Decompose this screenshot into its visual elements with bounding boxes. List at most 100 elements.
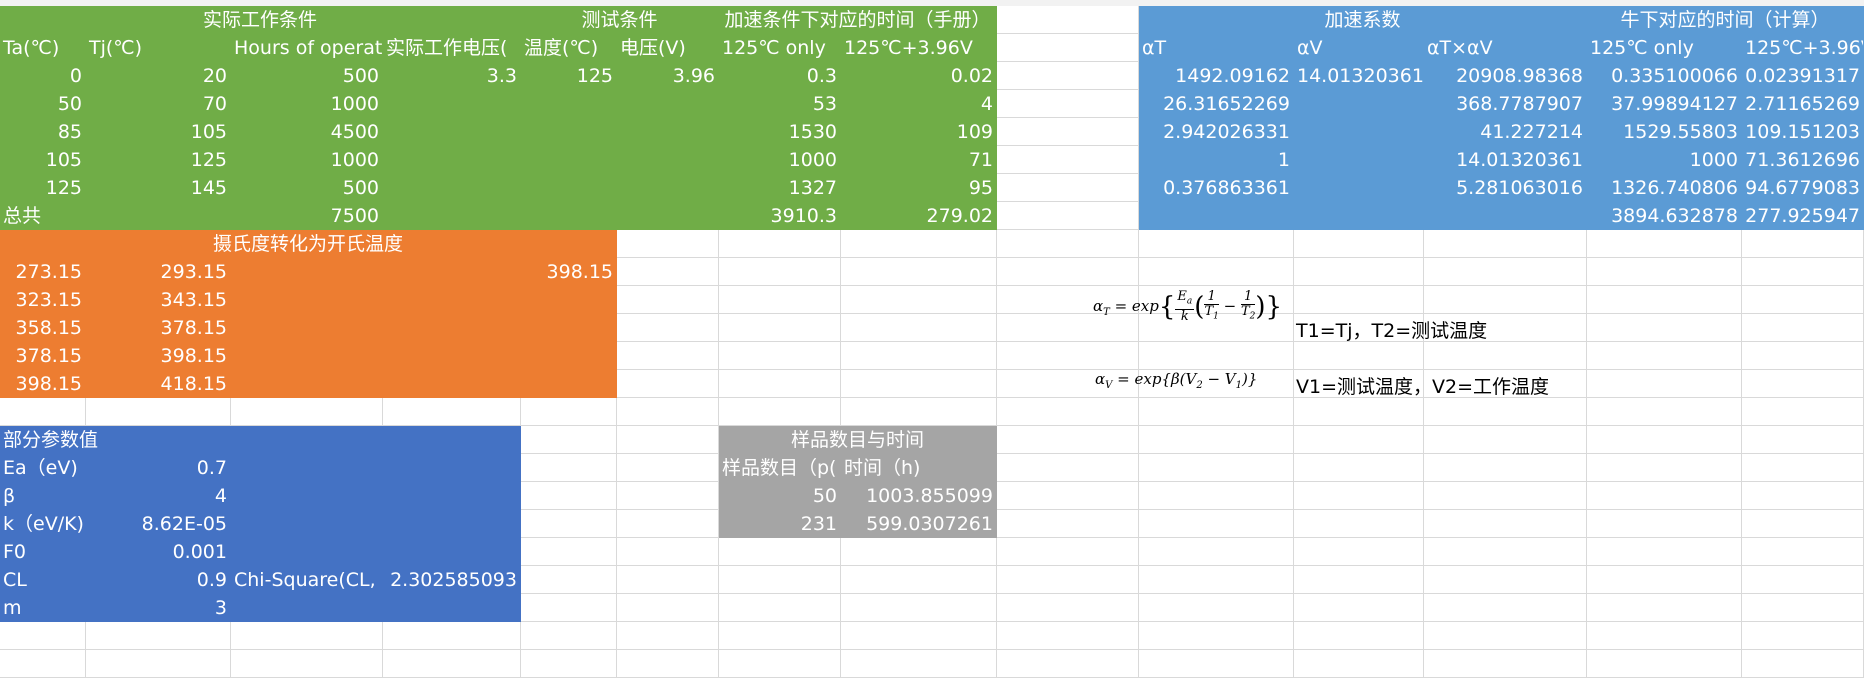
green-col-header[interactable]: 实际工作电压( (383, 34, 521, 62)
sheet-cell[interactable] (1742, 258, 1864, 286)
green-col-header[interactable]: Tj(℃) (86, 34, 231, 62)
sample-data-cell[interactable]: 231 (719, 510, 841, 538)
sheet-cell[interactable] (0, 398, 86, 426)
blue-data-cell[interactable]: 71.3612696 (1742, 146, 1864, 174)
sheet-cell[interactable] (1424, 510, 1587, 538)
sheet-cell[interactable] (1139, 426, 1294, 454)
green-data-cell[interactable] (521, 202, 617, 230)
sheet-cell[interactable] (1294, 286, 1424, 314)
sheet-cell[interactable] (1139, 594, 1294, 622)
sheet-cell[interactable] (1742, 510, 1864, 538)
sheet-cell[interactable] (841, 650, 997, 678)
blue-data-cell[interactable]: 0.335100066 (1587, 62, 1742, 90)
sheet-cell[interactable] (1424, 454, 1587, 482)
green-data-cell[interactable]: 500 (231, 62, 383, 90)
orange-data-cell[interactable]: 273.15 (0, 258, 86, 286)
sheet-cell[interactable] (1294, 510, 1424, 538)
sheet-cell[interactable] (997, 342, 1139, 370)
sheet-cell[interactable] (1424, 370, 1587, 398)
green-data-cell[interactable] (383, 118, 521, 146)
sheet-cell[interactable] (997, 398, 1139, 426)
green-data-cell[interactable] (521, 118, 617, 146)
blue-data-cell[interactable]: 3894.632878 (1587, 202, 1742, 230)
sheet-cell[interactable] (617, 650, 719, 678)
blue-data-cell[interactable]: 1000 (1587, 146, 1742, 174)
sheet-cell[interactable] (1587, 398, 1742, 426)
sheet-cell[interactable] (997, 370, 1139, 398)
sheet-cell[interactable] (383, 426, 521, 454)
sheet-cell[interactable] (1139, 622, 1294, 650)
sheet-cell[interactable] (719, 286, 841, 314)
green-data-cell[interactable]: 3.96 (617, 62, 719, 90)
sheet-cell[interactable] (1424, 482, 1587, 510)
params-value[interactable]: 0.7 (86, 454, 231, 482)
sheet-cell[interactable] (1139, 314, 1294, 342)
sheet-cell[interactable] (231, 258, 383, 286)
sheet-cell[interactable] (841, 594, 997, 622)
sheet-cell[interactable] (521, 342, 617, 370)
params-extra-value[interactable] (383, 482, 521, 510)
green-col-header[interactable]: 125℃ only (719, 34, 841, 62)
green-data-cell[interactable]: 1000 (231, 90, 383, 118)
sheet-cell[interactable] (617, 398, 719, 426)
sheet-cell[interactable] (719, 230, 841, 258)
sheet-cell[interactable] (521, 594, 617, 622)
green-data-cell[interactable] (383, 174, 521, 202)
sheet-cell[interactable] (1424, 566, 1587, 594)
params-label[interactable]: k（eV/K) (0, 510, 86, 538)
sheet-cell[interactable] (997, 174, 1139, 202)
sheet-cell[interactable] (719, 258, 841, 286)
sheet-cell[interactable] (1742, 314, 1864, 342)
sheet-cell[interactable] (1294, 314, 1424, 342)
sheet-cell[interactable] (841, 342, 997, 370)
sample-title[interactable]: 样品数目与时间 (719, 426, 997, 454)
sheet-cell[interactable] (521, 650, 617, 678)
sheet-cell[interactable] (1139, 454, 1294, 482)
sheet-cell[interactable] (617, 342, 719, 370)
sheet-cell[interactable] (1424, 398, 1587, 426)
params-label[interactable]: β (0, 482, 86, 510)
params-title[interactable]: 部分参数值 (0, 426, 231, 454)
params-extra-label[interactable]: Chi-Square(CL, I (231, 566, 383, 594)
sample-data-cell[interactable]: 599.0307261 (841, 510, 997, 538)
sheet-cell[interactable] (1424, 314, 1587, 342)
green-data-cell[interactable] (521, 174, 617, 202)
sheet-cell[interactable] (1294, 594, 1424, 622)
green-data-cell[interactable]: 53 (719, 90, 841, 118)
sheet-cell[interactable] (1424, 594, 1587, 622)
params-value[interactable]: 0.001 (86, 538, 231, 566)
green-data-cell[interactable]: 125 (86, 146, 231, 174)
blue-col-header[interactable]: αT (1139, 34, 1294, 62)
green-col-header[interactable]: 温度(℃) (521, 34, 617, 62)
green-data-cell[interactable]: 71 (841, 146, 997, 174)
sheet-cell[interactable] (383, 258, 521, 286)
blue-data-cell[interactable]: 368.7787907 (1424, 90, 1587, 118)
sheet-cell[interactable] (1424, 286, 1587, 314)
blue-data-cell[interactable]: 41.227214 (1424, 118, 1587, 146)
sheet-cell[interactable] (997, 538, 1139, 566)
blue-data-cell[interactable]: 1326.740806 (1587, 174, 1742, 202)
green-header-test[interactable]: 测试条件 (521, 6, 719, 34)
sheet-cell[interactable] (841, 566, 997, 594)
sheet-cell[interactable] (1139, 482, 1294, 510)
green-data-cell[interactable] (617, 174, 719, 202)
sheet-cell[interactable] (997, 454, 1139, 482)
sheet-cell[interactable] (521, 566, 617, 594)
sheet-cell[interactable] (1424, 258, 1587, 286)
sheet-cell[interactable] (231, 622, 383, 650)
sheet-cell[interactable] (521, 538, 617, 566)
sheet-cell[interactable] (1139, 538, 1294, 566)
green-col-header[interactable]: 125℃+3.96V (841, 34, 997, 62)
green-data-cell[interactable] (521, 90, 617, 118)
sheet-cell[interactable] (1139, 342, 1294, 370)
sheet-cell[interactable] (841, 286, 997, 314)
green-data-cell[interactable]: 7500 (231, 202, 383, 230)
sheet-cell[interactable] (521, 426, 617, 454)
sheet-cell[interactable] (997, 202, 1139, 230)
green-data-cell[interactable] (617, 118, 719, 146)
green-data-cell[interactable] (617, 90, 719, 118)
sheet-cell[interactable] (1742, 398, 1864, 426)
blue-col-header[interactable]: 125℃+3.96V (1742, 34, 1864, 62)
sheet-cell[interactable] (1587, 286, 1742, 314)
sheet-cell[interactable] (1742, 230, 1864, 258)
